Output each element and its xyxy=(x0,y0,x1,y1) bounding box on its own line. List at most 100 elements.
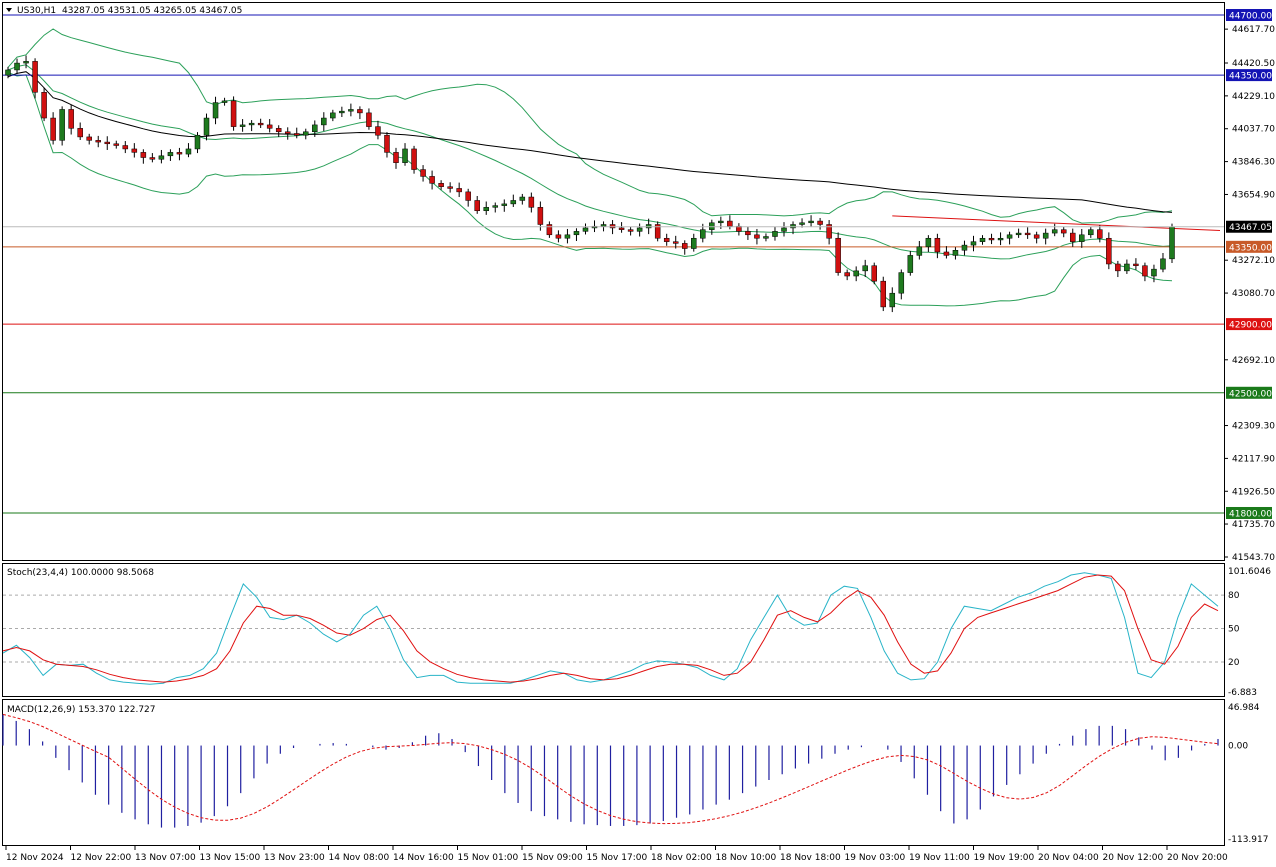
candle-body xyxy=(1051,229,1058,234)
level-label-0: 44700.00 xyxy=(1229,12,1272,22)
candle-body xyxy=(898,272,905,294)
candle-21 xyxy=(194,132,201,154)
candle-body xyxy=(411,148,417,170)
candle-45 xyxy=(411,145,417,174)
candle-2 xyxy=(23,55,29,69)
symbol-dropdown-icon[interactable] xyxy=(6,8,12,12)
candle-body xyxy=(979,237,986,242)
candle-body xyxy=(645,224,652,229)
candle-body xyxy=(339,110,345,114)
candle-body xyxy=(510,200,517,205)
candle-body xyxy=(221,100,228,103)
candle-body xyxy=(970,241,977,246)
candle-body xyxy=(961,244,968,251)
candle-6 xyxy=(59,106,65,146)
candle-117 xyxy=(1060,226,1067,238)
candle-body xyxy=(447,186,453,189)
candle-76 xyxy=(691,233,697,252)
candle-82 xyxy=(745,226,751,240)
time-tick-label-3: 13 Nov 15:00 xyxy=(200,853,261,863)
candle-body xyxy=(609,224,616,229)
candle-102 xyxy=(925,235,932,252)
candle-111 xyxy=(1006,231,1013,245)
time-tick-label-7: 15 Nov 01:00 xyxy=(458,853,519,863)
candle-body xyxy=(763,236,769,239)
candle-body xyxy=(1033,234,1040,239)
trend-line xyxy=(892,215,1221,232)
candle-99 xyxy=(898,269,905,300)
stoch-main-line xyxy=(2,572,1219,685)
time-tick-label-11: 18 Nov 10:00 xyxy=(716,853,777,863)
current-price-tag xyxy=(1226,220,1272,233)
candle-107 xyxy=(970,235,977,252)
candle-94 xyxy=(853,266,859,282)
candle-90 xyxy=(817,217,823,230)
price-tick-label-11: 41926.50 xyxy=(1232,487,1275,497)
candle-body xyxy=(438,183,444,187)
candle-129 xyxy=(1169,223,1175,263)
candle-body xyxy=(429,176,435,184)
candle-body xyxy=(140,152,147,158)
candle-91 xyxy=(826,220,832,245)
moving-average-line xyxy=(7,71,1173,213)
price-tick-label-1: 44420.50 xyxy=(1232,59,1275,69)
candle-53 xyxy=(483,201,489,215)
candle-body xyxy=(14,62,20,71)
price-tick-label-6: 43272.10 xyxy=(1232,256,1275,266)
time-tick-label-4: 13 Nov 23:00 xyxy=(264,853,325,863)
candle-106 xyxy=(961,240,968,256)
level-label-2: 43350.00 xyxy=(1229,243,1272,253)
candle-35 xyxy=(321,112,327,132)
candle-body xyxy=(700,229,706,239)
axis-layer: 44700.00 44350.00 43350.00 42900.00 42500.00… xyxy=(5,9,1275,863)
candle-109 xyxy=(988,233,995,245)
candle-body xyxy=(420,169,426,177)
stoch-signal-line xyxy=(2,574,1219,683)
stoch-tick-label-3: 20 xyxy=(1228,658,1240,668)
candle-body xyxy=(573,231,580,236)
stoch-panel-frame xyxy=(2,563,1225,697)
candle-body xyxy=(1106,237,1112,265)
candle-body xyxy=(681,243,688,249)
macd-tick-label-1: 0.00 xyxy=(1228,742,1248,752)
candle-100 xyxy=(907,250,914,276)
candle-115 xyxy=(1042,228,1049,245)
candle-body xyxy=(772,231,778,237)
candle-3 xyxy=(32,58,38,99)
price-tick-label-0: 44617.70 xyxy=(1232,25,1275,35)
time-tick-label-8: 15 Nov 09:00 xyxy=(522,853,583,863)
candle-body xyxy=(582,227,589,232)
candle-55 xyxy=(501,199,508,212)
candle-body xyxy=(456,188,462,193)
time-tick-label-13: 19 Nov 03:00 xyxy=(845,853,906,863)
candle-body xyxy=(1069,232,1076,242)
candle-116 xyxy=(1051,223,1058,237)
time-tick-label-2: 13 Nov 07:00 xyxy=(135,853,196,863)
candle-87 xyxy=(790,221,796,235)
candle-body xyxy=(1115,263,1121,272)
candle-body xyxy=(149,157,156,160)
candle-body xyxy=(275,128,282,133)
main-panel-frame xyxy=(2,2,1225,561)
candle-1 xyxy=(14,58,20,75)
price-tick-label-9: 42309.30 xyxy=(1232,422,1275,432)
candle-body xyxy=(528,196,535,208)
candle-body xyxy=(104,141,111,145)
candle-body xyxy=(158,155,165,160)
candle-16 xyxy=(149,153,156,163)
candle-81 xyxy=(736,223,742,236)
time-tick-label-6: 14 Nov 16:00 xyxy=(393,853,454,863)
candle-4 xyxy=(41,87,47,122)
candle-body xyxy=(997,237,1004,241)
candle-body xyxy=(663,237,670,242)
level-label-4: 42500.00 xyxy=(1229,389,1272,399)
candle-0 xyxy=(5,66,11,79)
candle-body xyxy=(1088,229,1094,236)
candle-body xyxy=(844,272,850,277)
candle-51 xyxy=(465,188,471,207)
candle-body xyxy=(636,227,643,232)
candle-body xyxy=(1079,234,1085,242)
candle-body xyxy=(357,109,363,114)
candle-body xyxy=(1060,229,1067,234)
